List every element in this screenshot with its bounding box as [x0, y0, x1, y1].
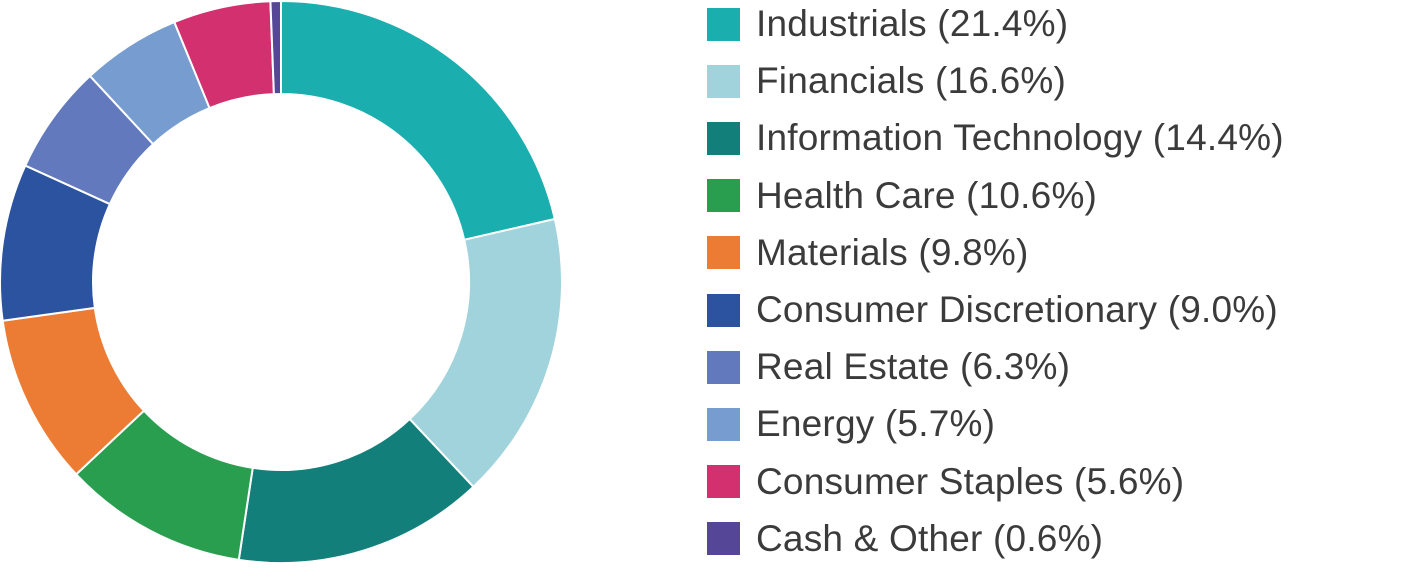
legend-swatch [707, 121, 740, 155]
legend-label: Consumer Staples (5.6%) [756, 460, 1185, 502]
legend-label: Health Care (10.6%) [756, 174, 1098, 216]
legend-label: Cash & Other (0.6%) [756, 517, 1104, 559]
legend-label: Consumer Discretionary (9.0%) [756, 289, 1278, 330]
legend-label: Energy (5.7%) [756, 403, 996, 445]
legend-swatch [707, 64, 740, 98]
legend-item-energy: Energy (5.7%) [707, 403, 996, 445]
legend-label: Real Estate (6.3%) [756, 346, 1071, 388]
legend-label: Information Technology (14.4%) [756, 117, 1284, 159]
legend-item-consumer-staples: Consumer Staples (5.6%) [707, 460, 1185, 502]
legend-swatch [707, 465, 740, 499]
legend-swatch [707, 236, 740, 270]
legend-item-consumer-discretionary: Consumer Discretionary (9.0%) [707, 289, 1278, 330]
legend-item-financials: Financials (16.6%) [707, 60, 1067, 102]
legend-item-real-estate: Real Estate (6.3%) [707, 346, 1071, 388]
donut-chart-svg [0, 0, 563, 564]
legend-swatch [707, 522, 740, 556]
donut-slice-industrials [280, 0, 557, 242]
legend-item-cash-other: Cash & Other (0.6%) [707, 517, 1104, 559]
legend-item-materials: Materials (9.8%) [707, 231, 1029, 273]
donut-chart [0, 0, 580, 565]
legend-label: Materials (9.8%) [756, 231, 1029, 273]
legend-swatch [707, 7, 740, 41]
legend-item-industrials: Industrials (21.4%) [707, 3, 1069, 44]
legend-swatch [707, 179, 740, 213]
legend-item-health-care: Health Care (10.6%) [707, 174, 1098, 216]
legend-label: Financials (16.6%) [756, 60, 1067, 102]
legend-label: Industrials (21.4%) [756, 3, 1069, 44]
chart-legend: Industrials (21.4%) Financials (16.6%) Inf… [707, 0, 1407, 565]
legend-swatch [707, 407, 740, 441]
legend-swatch [707, 350, 740, 384]
donut-slice-cash-other [269, 0, 282, 96]
legend-item-information-technology: Information Technology (14.4%) [707, 117, 1284, 159]
legend-swatch [707, 293, 740, 327]
